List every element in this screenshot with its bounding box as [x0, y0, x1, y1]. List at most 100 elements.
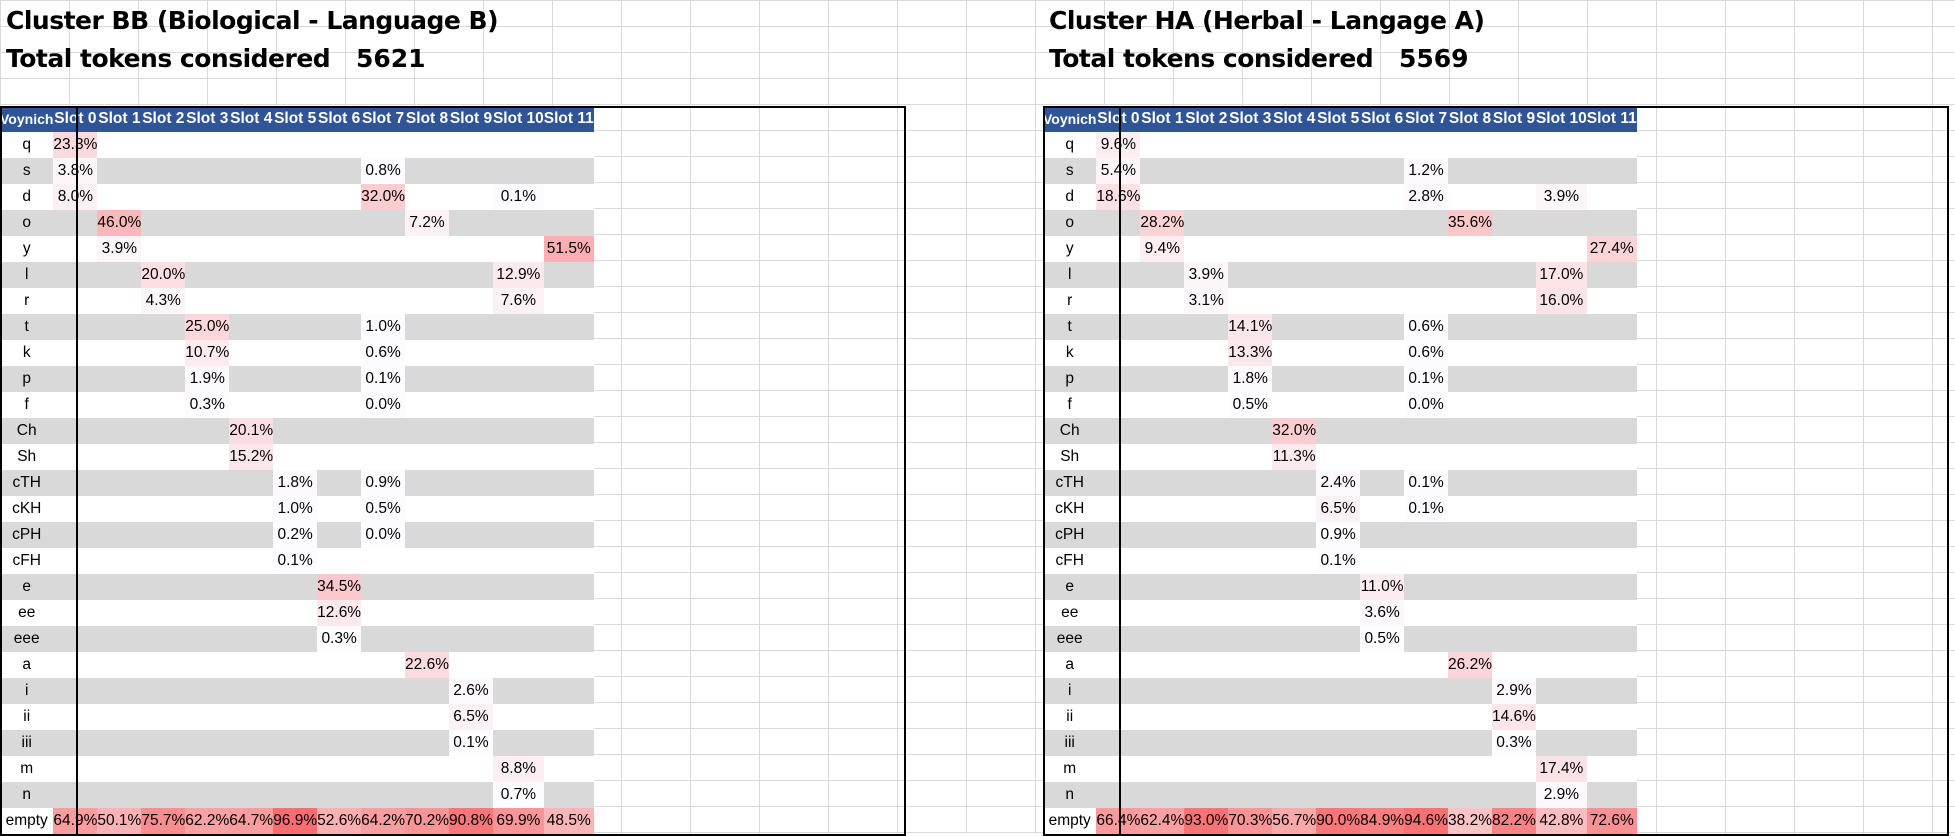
header-slot-5[interactable]: Slot 5	[273, 106, 318, 132]
table-cell[interactable]	[1272, 236, 1316, 262]
table-cell[interactable]	[141, 704, 185, 730]
table-cell[interactable]	[1360, 158, 1405, 184]
table-cell[interactable]	[1404, 236, 1448, 262]
table-cell[interactable]	[141, 444, 185, 470]
table-cell[interactable]	[97, 678, 142, 704]
table-cell[interactable]	[53, 626, 98, 652]
table-cell[interactable]	[141, 574, 186, 600]
table-cell[interactable]: 12.6%	[317, 600, 362, 626]
table-cell[interactable]: 94.6%	[1404, 808, 1449, 834]
table-cell[interactable]	[229, 340, 273, 366]
table-cell[interactable]	[229, 132, 273, 158]
table-cell[interactable]	[317, 262, 362, 288]
table-cell[interactable]	[53, 756, 97, 782]
table-cell[interactable]	[1316, 730, 1361, 756]
table-cell[interactable]	[273, 236, 317, 262]
row-label[interactable]: eee	[1043, 626, 1097, 652]
table-cell[interactable]	[1492, 392, 1536, 418]
table-cell[interactable]	[361, 730, 406, 756]
table-cell[interactable]	[405, 288, 449, 314]
table-cell[interactable]	[1228, 600, 1272, 626]
header-slot-4[interactable]: Slot 4	[229, 106, 274, 132]
table-cell[interactable]	[1184, 704, 1228, 730]
table-cell[interactable]	[1228, 704, 1272, 730]
table-cell[interactable]	[1316, 236, 1360, 262]
table-cell[interactable]	[317, 236, 361, 262]
table-cell[interactable]	[493, 132, 544, 158]
table-cell[interactable]	[317, 366, 362, 392]
table-cell[interactable]	[229, 314, 274, 340]
table-cell[interactable]	[544, 600, 594, 626]
table-cell[interactable]: 2.9%	[1492, 678, 1536, 704]
table-cell[interactable]	[141, 782, 186, 808]
table-cell[interactable]: 11.0%	[1360, 574, 1405, 600]
table-cell[interactable]	[1492, 236, 1536, 262]
table-cell[interactable]	[1360, 496, 1404, 522]
table-cell[interactable]	[229, 366, 274, 392]
table-cell[interactable]	[185, 210, 230, 236]
table-cell[interactable]	[1228, 652, 1272, 678]
table-cell[interactable]	[1404, 652, 1448, 678]
table-cell[interactable]	[317, 704, 361, 730]
table-cell[interactable]	[1448, 158, 1492, 184]
table-cell[interactable]	[361, 652, 405, 678]
table-cell[interactable]: 2.8%	[1404, 184, 1449, 210]
table-cell[interactable]	[543, 366, 594, 392]
table-cell[interactable]	[317, 522, 362, 548]
table-cell[interactable]	[1096, 418, 1141, 444]
row-label[interactable]: i	[0, 678, 54, 704]
table-cell[interactable]	[229, 262, 274, 288]
table-cell[interactable]	[405, 496, 449, 522]
table-cell[interactable]	[361, 288, 405, 314]
header-slot-2[interactable]: Slot 2	[141, 106, 186, 132]
table-cell[interactable]	[361, 678, 406, 704]
table-cell[interactable]	[1272, 288, 1316, 314]
table-cell[interactable]: 72.6%	[1586, 808, 1637, 834]
table-cell[interactable]	[185, 418, 230, 444]
table-cell[interactable]	[229, 236, 273, 262]
table-cell[interactable]	[492, 210, 544, 236]
table-cell[interactable]	[317, 288, 361, 314]
table-cell[interactable]	[273, 158, 318, 184]
table-cell[interactable]	[1272, 782, 1317, 808]
table-cell[interactable]: 0.1%	[449, 730, 493, 756]
table-cell[interactable]	[493, 704, 544, 730]
table-cell[interactable]	[97, 262, 142, 288]
row-label[interactable]: r	[24, 292, 30, 309]
table-cell[interactable]	[1184, 652, 1228, 678]
table-cell[interactable]	[229, 184, 273, 210]
table-cell[interactable]	[317, 470, 362, 496]
table-cell[interactable]	[1587, 288, 1637, 314]
table-cell[interactable]	[1096, 470, 1141, 496]
table-cell[interactable]	[1316, 288, 1360, 314]
row-label[interactable]: d	[22, 188, 32, 205]
table-cell[interactable]	[185, 236, 229, 262]
cluster-title[interactable]: Cluster HA (Herbal - Langage A)	[1049, 6, 1485, 35]
table-cell[interactable]	[273, 782, 318, 808]
table-cell[interactable]	[1536, 444, 1587, 470]
table-cell[interactable]: 1.8%	[1228, 366, 1273, 392]
table-cell[interactable]	[1492, 782, 1536, 808]
table-cell[interactable]	[185, 756, 229, 782]
row-label[interactable]: empty	[0, 808, 54, 834]
table-cell[interactable]	[229, 470, 274, 496]
table-cell[interactable]	[141, 496, 185, 522]
table-cell[interactable]: 9.6%	[1096, 132, 1141, 158]
row-label[interactable]: y	[1065, 240, 1074, 257]
table-cell[interactable]	[317, 132, 361, 158]
table-cell[interactable]	[1272, 262, 1317, 288]
table-cell[interactable]	[229, 600, 273, 626]
table-cell[interactable]	[1492, 574, 1536, 600]
row-label[interactable]: q	[1065, 136, 1075, 153]
table-cell[interactable]	[1586, 366, 1637, 392]
table-cell[interactable]	[185, 132, 229, 158]
table-cell[interactable]	[1492, 184, 1536, 210]
table-cell[interactable]	[1096, 392, 1140, 418]
table-cell[interactable]	[229, 210, 274, 236]
table-cell[interactable]	[1096, 340, 1140, 366]
table-cell[interactable]	[1587, 704, 1637, 730]
table-cell[interactable]: 0.2%	[273, 522, 318, 548]
table-cell[interactable]: 48.5%	[543, 808, 594, 834]
table-cell[interactable]	[543, 262, 594, 288]
table-cell[interactable]	[273, 678, 318, 704]
